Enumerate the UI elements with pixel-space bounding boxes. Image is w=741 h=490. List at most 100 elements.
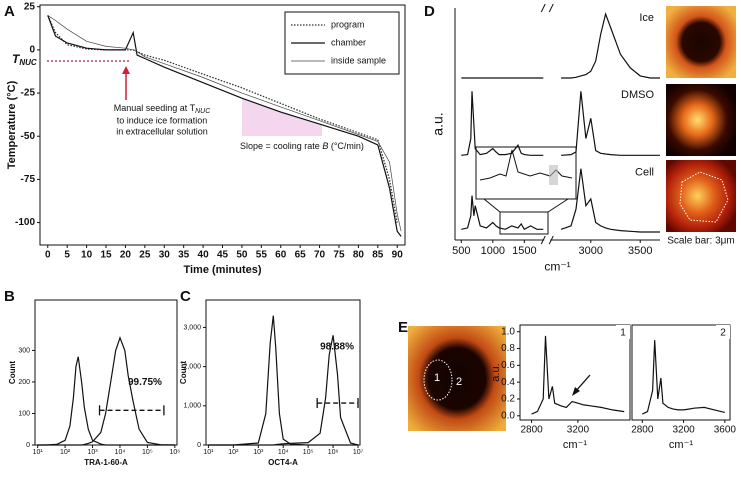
series-line [47,15,402,232]
y-axis-label: Count [179,361,188,384]
x-tick-label: 2800 [520,425,543,436]
x-tick-label: 85 [372,250,384,261]
panel-number-box [716,325,730,339]
x-tick-label: 3200 [672,425,695,436]
gate-percent: 98.88% [320,342,354,353]
seeding-note: in extracellular solution [116,126,208,136]
axis-break [540,235,546,245]
slope-a: Slope = cooling rate [240,141,322,151]
series-line [461,91,544,156]
x-tick-label: 10³ [87,449,98,456]
tnuc-main: T [12,52,21,66]
slope-note: Slope = cooling rate B (°C/min) [240,141,364,151]
x-tick-label: 45 [217,250,229,261]
x-tick-label: 3500 [628,245,652,257]
series-label: Ice [639,12,654,24]
x-tick-label: 90 [392,250,404,261]
x-tick-label: 1000 [481,245,505,257]
x-tick-label: 10³ [253,449,264,456]
x-tick-label: 10¹ [203,449,214,456]
y-tick-label: 0.8 [501,343,515,354]
peak-arrow-head [572,387,580,396]
y-tick-label: -50 [21,131,36,142]
axis-break [548,235,554,245]
x-tick-label: 30 [159,250,171,261]
region-label: 2 [456,376,462,388]
x-tick-label: 10⁴ [278,449,289,456]
y-tick-label: 0.4 [501,377,515,388]
slope-b: B [322,141,328,151]
x-tick-label: 40 [198,250,210,261]
seeding-sub: NUC [195,108,211,115]
y-tick-label: 1,000 [183,403,201,410]
region-outline [423,359,453,401]
series-line [531,335,625,415]
series-line [47,15,402,237]
x-tick-label: 0 [45,250,51,261]
x-tick-label: 70 [314,250,326,261]
x-tick-label: 5 [64,250,70,261]
zoom-region [499,211,549,235]
y-axis-label: Temperature (°C) [6,80,18,169]
y-tick-label: 25 [24,1,36,12]
panel-label: A [4,3,15,20]
x-tick-label: 2800 [631,425,654,436]
x-tick-label: 10⁵ [303,449,314,456]
tnuc-label: TNUC [12,52,37,67]
x-tick-label: 65 [295,250,307,261]
x-tick-label: 80 [353,250,365,261]
series-line [208,335,359,446]
y-tick-label: 0.2 [501,394,515,405]
plot-frame [519,324,631,421]
axis-break [540,3,546,13]
legend-label: inside sample [331,55,386,65]
x-tick-label: 3000 [579,245,603,257]
y-tick-label: 0 [197,442,201,449]
series-line [642,340,725,415]
y-tick-label: -25 [21,88,36,99]
x-tick-label: 10¹ [33,449,44,456]
x-axis-label: cm⁻¹ [669,439,693,451]
plot-frame [34,299,178,446]
cell-outline [679,171,729,223]
x-tick-label: 500 [452,245,470,257]
region-label: 1 [434,372,440,384]
y-tick-label: 1.0 [501,326,515,337]
x-tick-label: 50 [236,250,248,261]
y-tick-label: 3,000 [183,324,201,331]
dmso-image [666,84,736,156]
panel-label: D [424,3,435,20]
x-axis-label: cm⁻¹ [563,439,587,451]
x-tick-label: 35 [178,250,190,261]
slope-c: (°C/min) [328,141,364,151]
x-tick-label: 10² [60,449,71,456]
x-tick-label: 55 [256,250,268,261]
seeding-note: to induce ice formation [117,115,208,125]
series-label: Cell [635,167,654,179]
panel-label: E [398,319,408,336]
x-tick-label: 10⁷ [353,449,364,456]
series-line [461,195,544,231]
series-line [37,356,175,446]
x-tick-label: 20 [120,250,132,261]
series-line [47,15,398,223]
zoom-lead [483,198,501,213]
x-tick-label: 10² [228,449,239,456]
x-tick-label: 3200 [567,425,590,436]
x-axis-label: cm⁻¹ [544,259,570,273]
x-tick-label: 75 [333,250,345,261]
x-tick-label: 10 [81,250,93,261]
y-tick-label: 0 [29,45,35,56]
y-tick-label: 100 [18,410,30,417]
x-tick-label: 3600 [714,425,737,436]
ice-image [666,6,736,78]
zoom-highlight [549,165,558,185]
x-tick-label: 15 [100,250,112,261]
x-tick-label: 10⁶ [169,449,180,456]
cell-image [666,160,736,232]
plot-frame [631,324,731,421]
series-line [37,336,175,446]
legend-label: program [331,19,365,29]
